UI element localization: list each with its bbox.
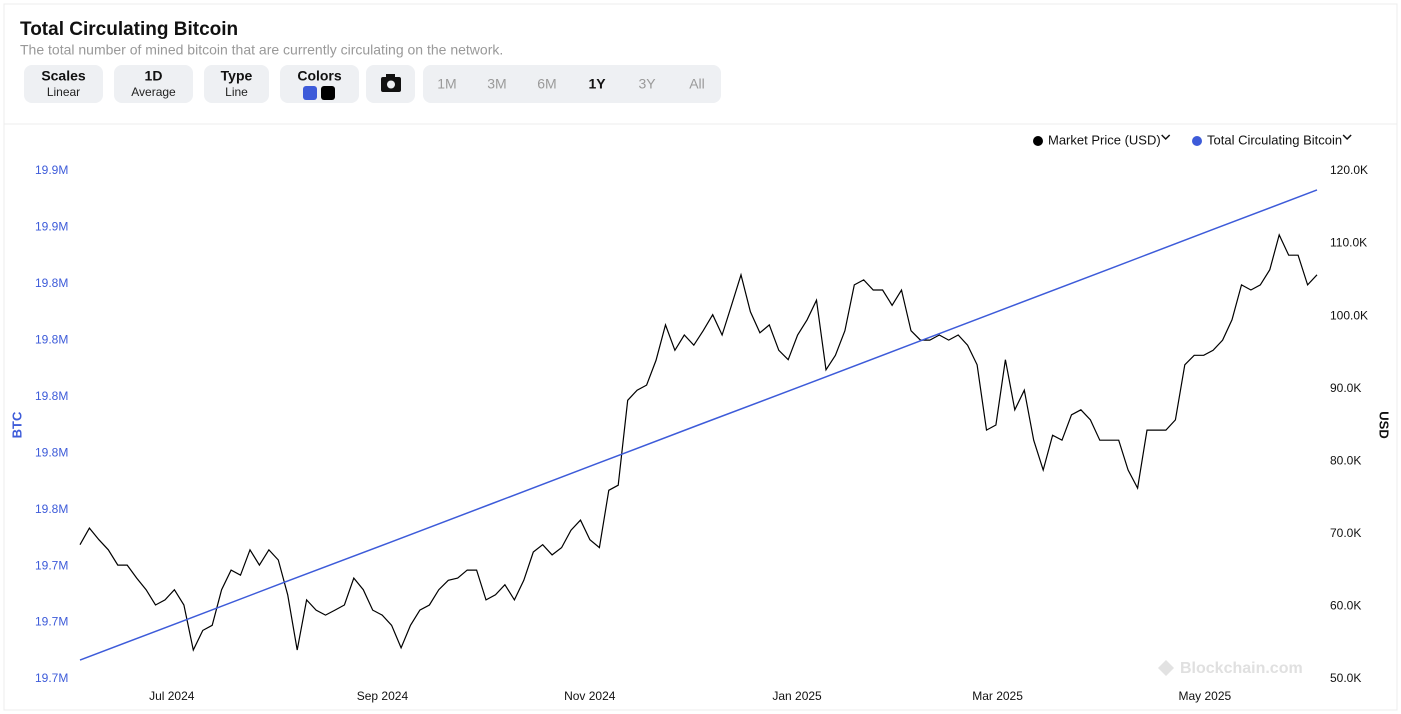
watermark: Blockchain.com <box>1180 660 1303 677</box>
color-swatch <box>303 86 317 100</box>
y-tick-label: 19.8M <box>35 389 68 403</box>
range-button[interactable]: 3Y <box>638 76 656 92</box>
button-value: Linear <box>47 85 80 99</box>
button-label: Type <box>221 68 253 84</box>
button-bg <box>114 65 193 103</box>
y2-tick-label: 90.0K <box>1330 381 1361 395</box>
range-group <box>423 65 721 103</box>
x-tick-label: Nov 2024 <box>564 689 616 703</box>
panel-frame <box>3 3 1398 711</box>
legend-item[interactable]: Market Price (USD) <box>1033 132 1171 147</box>
series-line <box>79 189 1318 661</box>
y2-tick-label: 110.0K <box>1330 236 1367 250</box>
y2-tick-label: 100.0K <box>1330 308 1368 322</box>
subtitle: The total number of mined bitcoin that a… <box>20 42 503 58</box>
series-line <box>79 233 1318 652</box>
y2-tick-label: 120.0K <box>1330 163 1368 177</box>
camera-button[interactable] <box>366 65 415 103</box>
x-tick-label: Sep 2024 <box>357 689 409 703</box>
y-tick-label: 19.8M <box>35 502 68 516</box>
range-button[interactable]: 1M <box>437 76 456 92</box>
x-tick-label: Mar 2025 <box>972 689 1023 703</box>
y-tick-label: 19.9M <box>35 220 68 234</box>
legend-chevron <box>1342 134 1352 141</box>
y-tick-label: 19.7M <box>35 615 68 629</box>
range-button[interactable]: All <box>689 76 705 92</box>
y-tick-label: 19.7M <box>35 558 68 572</box>
button-label: Colors <box>297 68 342 84</box>
x-tick-label: Jul 2024 <box>149 689 195 703</box>
y-tick-label: 19.9M <box>35 163 68 177</box>
y-tick-label: 19.8M <box>35 276 68 290</box>
legend-label: Market Price (USD) <box>1048 132 1161 147</box>
watermark-icon <box>1158 660 1174 676</box>
legend-label: Total Circulating Bitcoin <box>1207 132 1342 147</box>
legend-dot <box>1192 136 1202 146</box>
button-value: Line <box>225 85 248 99</box>
y-axis-label: BTC <box>9 411 24 438</box>
button-bg <box>204 65 269 103</box>
legend-item[interactable]: Total Circulating Bitcoin <box>1192 132 1352 147</box>
legend-chevron <box>1161 134 1171 141</box>
color-swatch <box>321 86 335 100</box>
button-bg <box>280 65 359 103</box>
button-label: Scales <box>41 68 86 84</box>
control-button[interactable]: Colors <box>280 65 359 103</box>
button-bg <box>24 65 103 103</box>
y-tick-label: 19.8M <box>35 445 68 459</box>
y2-axis-label: USD <box>1377 411 1392 438</box>
range-button[interactable]: 1Y <box>588 76 606 92</box>
title: Total Circulating Bitcoin <box>20 19 238 40</box>
y2-tick-label: 60.0K <box>1330 599 1361 613</box>
y-tick-label: 19.8M <box>35 333 68 347</box>
legend-dot <box>1033 136 1043 146</box>
camera-icon <box>386 74 395 78</box>
range-button[interactable]: 3M <box>487 76 506 92</box>
y2-tick-label: 50.0K <box>1330 671 1361 685</box>
range-button[interactable]: 6M <box>537 76 556 92</box>
x-tick-label: May 2025 <box>1179 689 1232 703</box>
y2-tick-label: 80.0K <box>1330 453 1361 467</box>
camera-lens <box>387 80 395 89</box>
y-tick-label: 19.7M <box>35 671 68 685</box>
x-tick-label: Jan 2025 <box>772 689 822 703</box>
y2-tick-label: 70.0K <box>1330 526 1361 540</box>
button-label: 1D <box>145 68 163 84</box>
button-value: Average <box>131 85 176 99</box>
